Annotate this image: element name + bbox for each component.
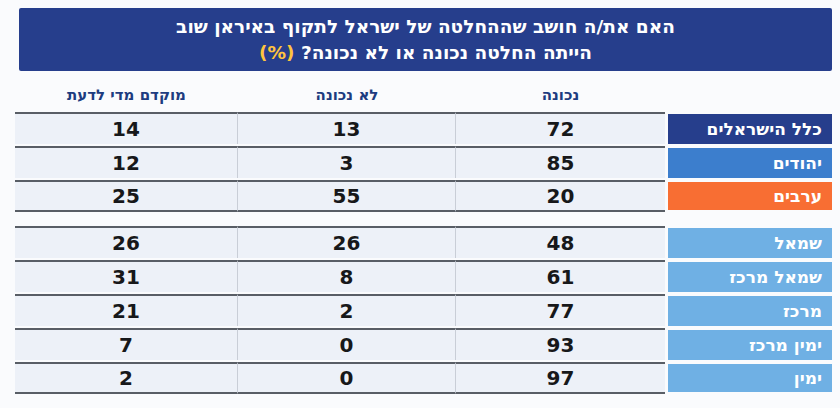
value-cell: 26	[15, 226, 238, 258]
table-row: ימין9702	[15, 362, 832, 394]
table-row: ערבים205525	[15, 180, 832, 212]
title-line-1: האם את/ה חושב שההחלטה של ישראל לתקוף באי…	[19, 14, 832, 40]
table-row: כלל הישראלים721314	[15, 112, 832, 144]
value-cell: 2	[238, 294, 456, 326]
value-cell: 48	[456, 226, 665, 258]
column-headers: נכונה לא נכונה מוקדם מדי לדעת	[15, 71, 832, 112]
value-cell: 12	[15, 146, 238, 178]
row-label: יהודים	[665, 146, 832, 178]
column-header-incorrect: לא נכונה	[238, 86, 456, 104]
table-section: כלל הישראלים721314יהודים85312ערבים205525	[15, 112, 832, 212]
table-section: שמאל482626שמאל מרכז61831מרכז77221ימין מר…	[15, 226, 832, 394]
value-cell: 8	[238, 260, 456, 292]
title-line-2-text: הייתה החלטה נכונה או לא נכונה?	[301, 42, 592, 63]
row-label: שמאל	[665, 226, 832, 258]
survey-question-title: האם את/ה חושב שההחלטה של ישראל לתקוף באי…	[19, 8, 832, 71]
value-cell: 14	[15, 112, 238, 144]
row-label: ימין	[665, 362, 832, 394]
value-cell: 2	[15, 362, 238, 394]
table-row: שמאל482626	[15, 226, 832, 258]
value-cell: 25	[15, 180, 238, 212]
value-cell: 85	[456, 146, 665, 178]
value-cell: 77	[456, 294, 665, 326]
value-cell: 97	[456, 362, 665, 394]
table-row: יהודים85312	[15, 146, 832, 178]
table-body: כלל הישראלים721314יהודים85312ערבים205525…	[15, 112, 832, 394]
row-label: ימין מרכז	[665, 328, 832, 360]
value-cell: 20	[456, 180, 665, 212]
value-cell: 26	[238, 226, 456, 258]
row-label: כלל הישראלים	[665, 112, 832, 144]
percent-unit-label: (%)	[259, 42, 294, 63]
value-cell: 55	[238, 180, 456, 212]
value-cell: 7	[15, 328, 238, 360]
row-label: ערבים	[665, 180, 832, 212]
row-label: שמאל מרכז	[665, 260, 832, 292]
title-line-2: הייתה החלטה נכונה או לא נכונה? (%)	[19, 40, 832, 66]
value-cell: 0	[238, 328, 456, 360]
table-row: מרכז77221	[15, 294, 832, 326]
value-cell: 93	[456, 328, 665, 360]
value-cell: 0	[238, 362, 456, 394]
survey-table-page: { "title": { "line1": "האם את/ה חושב שהה…	[0, 0, 840, 408]
value-cell: 61	[456, 260, 665, 292]
column-header-too-early: מוקדם מדי לדעת	[15, 86, 238, 104]
row-label: מרכז	[665, 294, 832, 326]
value-cell: 13	[238, 112, 456, 144]
value-cell: 72	[456, 112, 665, 144]
table-row: ימין מרכז9307	[15, 328, 832, 360]
value-cell: 31	[15, 260, 238, 292]
value-cell: 21	[15, 294, 238, 326]
column-header-correct: נכונה	[456, 86, 665, 104]
table-row: שמאל מרכז61831	[15, 260, 832, 292]
value-cell: 3	[238, 146, 456, 178]
